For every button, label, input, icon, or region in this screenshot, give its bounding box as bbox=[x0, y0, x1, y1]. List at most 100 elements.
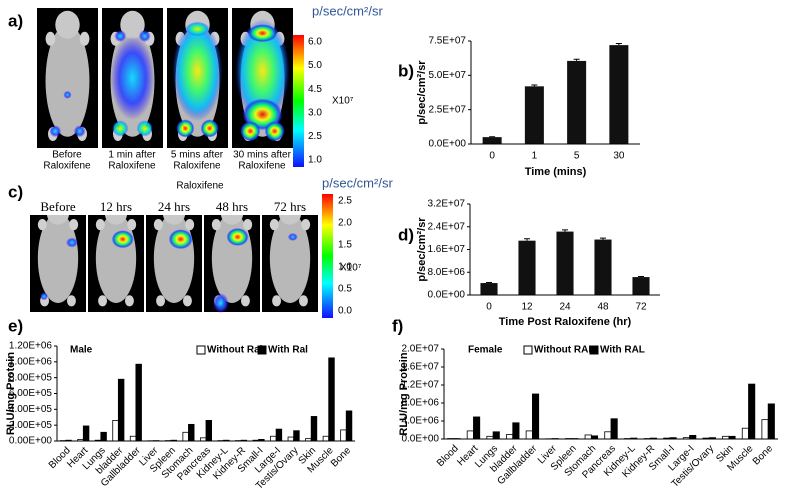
signal bbox=[49, 125, 62, 138]
signal bbox=[40, 292, 48, 301]
image-caption: 1 min after bbox=[108, 150, 156, 161]
y-tick-label: 2.5E+07 bbox=[428, 104, 466, 115]
bar bbox=[741, 427, 749, 440]
axes bbox=[443, 349, 778, 440]
colorbar-label: 2.5 bbox=[338, 196, 352, 207]
y-tick-label: 1.00E+06 bbox=[9, 356, 53, 367]
legend-swatch bbox=[257, 345, 267, 355]
bar bbox=[584, 434, 592, 440]
axes bbox=[469, 204, 660, 296]
signal bbox=[212, 293, 229, 314]
mouse-paw bbox=[45, 31, 56, 46]
y-tick-label: 8.0E+06 bbox=[427, 267, 465, 278]
image-caption: Raloxifene bbox=[238, 161, 286, 172]
y-tick-label: 0.0E+00 bbox=[428, 139, 466, 150]
bar bbox=[556, 231, 574, 295]
error-bar bbox=[573, 58, 580, 61]
mouse-paw bbox=[79, 31, 90, 46]
y-tick-label: 0.0E+00 bbox=[401, 434, 439, 445]
mouse-paw bbox=[95, 219, 105, 231]
mouse-paw bbox=[156, 295, 166, 307]
bar bbox=[567, 60, 587, 145]
signal bbox=[240, 121, 261, 142]
bar bbox=[532, 393, 540, 440]
mouse-body bbox=[45, 24, 90, 137]
bar bbox=[482, 137, 502, 144]
colorbar-label: 5.0 bbox=[308, 60, 322, 71]
bar bbox=[473, 416, 481, 440]
bar bbox=[287, 436, 295, 442]
bar bbox=[188, 423, 195, 442]
bar bbox=[322, 435, 330, 442]
bar bbox=[689, 434, 697, 440]
signal bbox=[176, 119, 195, 138]
y-tick-label: 0.0E+00 bbox=[427, 290, 465, 301]
colorbar-multiplier: X10⁷ bbox=[340, 263, 362, 274]
colorbar-label: 6.0 bbox=[308, 37, 322, 48]
colorbar-label: 4.5 bbox=[308, 84, 322, 95]
bar bbox=[518, 240, 536, 295]
error-bar bbox=[486, 281, 492, 284]
y-tick-label: 2.00E+05 bbox=[9, 420, 53, 431]
image-caption: Raloxifene bbox=[173, 161, 221, 172]
colorbar-label: 1.0 bbox=[338, 262, 352, 273]
mouse-head bbox=[120, 10, 145, 39]
bar bbox=[112, 420, 119, 442]
bar bbox=[270, 435, 277, 442]
bar bbox=[182, 431, 189, 442]
y-axis-label: p/sec/cm²/sr bbox=[416, 217, 428, 282]
error-bar bbox=[562, 229, 568, 232]
colorbar-label: 2.0 bbox=[338, 218, 352, 229]
y-tick-label: 4.00E+05 bbox=[9, 404, 53, 415]
bar bbox=[767, 403, 775, 440]
colorbar-multiplier: X10⁷ bbox=[332, 96, 354, 107]
bar bbox=[492, 431, 500, 440]
y-tick-label: 7.5E+07 bbox=[428, 36, 466, 47]
y-tick-label: 4.0E+06 bbox=[401, 416, 439, 427]
signal bbox=[168, 229, 193, 250]
x-axis-label: Time Post Raloxifene (hr) bbox=[499, 316, 632, 328]
signal bbox=[66, 237, 78, 248]
x-tick-label: 24 bbox=[559, 302, 571, 313]
colorbar-label: 3.0 bbox=[308, 107, 322, 118]
x-tick-label: Bone bbox=[751, 443, 776, 468]
mouse-paw bbox=[211, 219, 221, 231]
y-tick-label: 0.00E+00 bbox=[9, 436, 53, 447]
colorbar-label: 0.0 bbox=[338, 306, 352, 317]
colorbar-unit: p/sec/cm²/sr bbox=[322, 175, 393, 190]
x-tick-label: 0 bbox=[486, 302, 492, 313]
image-caption: Raloxifene bbox=[108, 161, 156, 172]
panel-label: b) bbox=[398, 61, 414, 80]
bar bbox=[480, 283, 498, 295]
bar bbox=[506, 434, 514, 440]
bar bbox=[466, 430, 474, 440]
image-caption: Before bbox=[52, 150, 82, 161]
mouse-paw bbox=[98, 295, 108, 307]
image-caption: 5 mins after bbox=[171, 150, 224, 161]
mouse-paw bbox=[66, 295, 76, 307]
signal bbox=[73, 125, 86, 138]
y-tick-label: 5.0E+07 bbox=[428, 70, 466, 81]
bar bbox=[205, 420, 213, 442]
mouse-paw bbox=[301, 219, 311, 231]
bar bbox=[117, 378, 125, 442]
legend-swatch bbox=[589, 345, 599, 355]
signal bbox=[247, 24, 278, 43]
bar bbox=[345, 410, 353, 442]
signal bbox=[200, 119, 219, 138]
signal bbox=[172, 21, 223, 121]
mouse-paw bbox=[298, 295, 308, 307]
colorbar bbox=[322, 194, 333, 318]
image-caption: 30 mins after bbox=[233, 150, 291, 161]
y-tick-label: 3.2E+07 bbox=[427, 199, 465, 210]
bar bbox=[310, 416, 318, 442]
legend-swatch bbox=[523, 345, 533, 355]
mouse-paw bbox=[269, 219, 279, 231]
caption-backing bbox=[146, 200, 202, 215]
y-tick-label: 1.6E+07 bbox=[427, 244, 465, 255]
x-axis-label: Time (mins) bbox=[525, 166, 587, 178]
bar bbox=[293, 430, 300, 442]
y-axis-label: RLU/mg Protein bbox=[398, 352, 410, 435]
mouse-paw bbox=[240, 295, 250, 307]
x-tick-label: 30 bbox=[613, 151, 625, 162]
